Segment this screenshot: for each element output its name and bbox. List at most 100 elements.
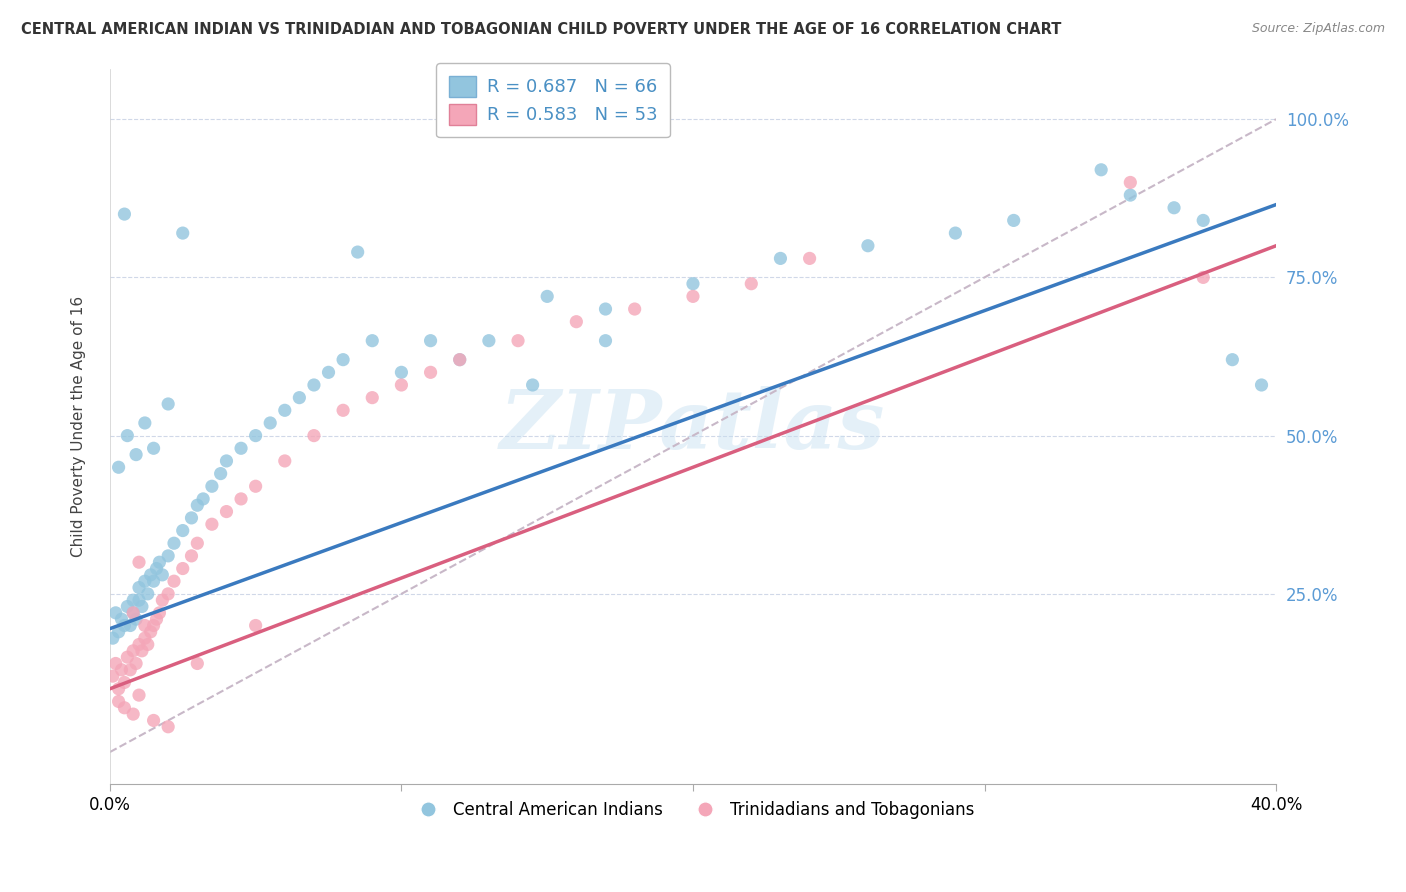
Point: [107, 460, 129, 475]
Point: [125, 448, 148, 462]
Point: [112, 207, 135, 221]
Point: [595, 301, 617, 316]
Point: [522, 378, 544, 392]
Point: [209, 467, 232, 481]
Point: [117, 650, 139, 665]
Point: [157, 720, 180, 734]
Point: [419, 365, 441, 379]
Point: [148, 555, 170, 569]
Point: [145, 561, 167, 575]
Point: [112, 675, 135, 690]
Y-axis label: Child Poverty Under the Age of 16: Child Poverty Under the Age of 16: [72, 295, 86, 557]
Point: [101, 631, 124, 645]
Point: [134, 618, 156, 632]
Point: [172, 226, 194, 240]
Point: [274, 454, 297, 468]
Point: [107, 681, 129, 696]
Point: [201, 517, 224, 532]
Point: [215, 505, 238, 519]
Point: [172, 524, 194, 538]
Point: [125, 612, 148, 626]
Point: [229, 491, 252, 506]
Legend: Central American Indians, Trinidadians and Tobagonians: Central American Indians, Trinidadians a…: [405, 794, 981, 825]
Point: [112, 700, 135, 714]
Point: [740, 277, 762, 291]
Point: [1163, 201, 1185, 215]
Point: [449, 352, 471, 367]
Point: [150, 567, 173, 582]
Point: [128, 593, 150, 607]
Point: [1090, 162, 1112, 177]
Point: [142, 618, 165, 632]
Point: [1192, 270, 1215, 285]
Point: [361, 391, 384, 405]
Point: [117, 428, 139, 442]
Point: [1002, 213, 1025, 227]
Point: [180, 549, 202, 563]
Point: [346, 245, 368, 260]
Point: [682, 277, 704, 291]
Point: [122, 707, 145, 722]
Point: [122, 644, 145, 658]
Point: [157, 549, 180, 563]
Point: [180, 511, 202, 525]
Point: [142, 714, 165, 728]
Point: [318, 365, 340, 379]
Point: [259, 416, 281, 430]
Point: [478, 334, 501, 348]
Point: [172, 561, 194, 575]
Point: [122, 606, 145, 620]
Point: [1119, 176, 1142, 190]
Point: [229, 442, 252, 456]
Point: [142, 574, 165, 589]
Point: [101, 669, 124, 683]
Point: [136, 587, 159, 601]
Point: [799, 252, 821, 266]
Point: [565, 315, 588, 329]
Point: [419, 334, 441, 348]
Point: [125, 657, 148, 671]
Text: ZIPatlas: ZIPatlas: [501, 386, 886, 467]
Point: [1222, 352, 1244, 367]
Point: [139, 624, 162, 639]
Point: [145, 612, 167, 626]
Point: [112, 618, 135, 632]
Point: [1119, 188, 1142, 202]
Point: [157, 397, 180, 411]
Point: [148, 606, 170, 620]
Point: [332, 352, 354, 367]
Point: [506, 334, 529, 348]
Point: [120, 663, 142, 677]
Point: [163, 574, 186, 589]
Point: [191, 491, 214, 506]
Point: [131, 599, 153, 614]
Point: [134, 631, 156, 645]
Point: [131, 644, 153, 658]
Point: [128, 638, 150, 652]
Point: [104, 606, 127, 620]
Point: [107, 624, 129, 639]
Point: [449, 352, 471, 367]
Point: [245, 479, 267, 493]
Text: Source: ZipAtlas.com: Source: ZipAtlas.com: [1251, 22, 1385, 36]
Point: [186, 498, 208, 512]
Point: [389, 365, 412, 379]
Point: [128, 688, 150, 702]
Point: [274, 403, 297, 417]
Point: [122, 606, 145, 620]
Point: [104, 657, 127, 671]
Text: CENTRAL AMERICAN INDIAN VS TRINIDADIAN AND TOBAGONIAN CHILD POVERTY UNDER THE AG: CENTRAL AMERICAN INDIAN VS TRINIDADIAN A…: [21, 22, 1062, 37]
Point: [769, 252, 792, 266]
Point: [128, 581, 150, 595]
Point: [201, 479, 224, 493]
Point: [120, 618, 142, 632]
Point: [595, 334, 617, 348]
Point: [302, 428, 325, 442]
Point: [117, 599, 139, 614]
Point: [134, 574, 156, 589]
Point: [856, 238, 879, 252]
Point: [536, 289, 558, 303]
Point: [682, 289, 704, 303]
Point: [215, 454, 238, 468]
Point: [1250, 378, 1272, 392]
